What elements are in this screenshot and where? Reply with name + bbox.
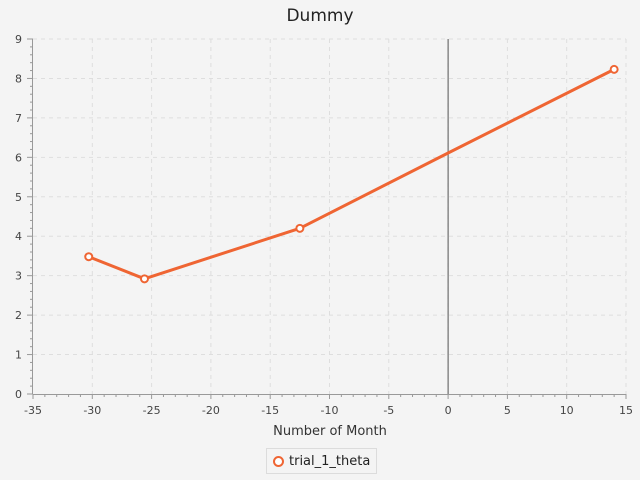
- legend-label: trial_1_theta: [289, 453, 371, 469]
- x-tick-label: -30: [83, 404, 101, 417]
- legend-marker-icon: [273, 455, 284, 467]
- series-line: [88, 68, 615, 281]
- data-point: [295, 223, 305, 233]
- y-tick-label: 6: [15, 151, 22, 164]
- x-tick-label: -35: [24, 404, 42, 417]
- chart-title: Dummy: [286, 6, 354, 26]
- series-layer: [84, 64, 619, 284]
- x-tick-label: -25: [143, 404, 161, 417]
- x-tick-label: 5: [504, 404, 511, 417]
- grid: [33, 38, 627, 394]
- x-tick-label: 10: [560, 404, 574, 417]
- data-point: [84, 252, 94, 262]
- y-tick-label: 8: [15, 72, 22, 85]
- y-tick-label: 5: [15, 191, 22, 204]
- x-tick-label: -20: [202, 404, 220, 417]
- axes: -35 -30 -25 -20 -15 -10 -5 0 5 10 15 0 1 2 3 4 5 6 7 8 9: [15, 33, 633, 417]
- x-tick-label: 0: [445, 404, 452, 417]
- x-tick-label: -5: [383, 404, 394, 417]
- data-point: [139, 274, 149, 284]
- y-tick-label: 9: [15, 33, 22, 46]
- legend[interactable]: trial_1_theta: [266, 448, 378, 474]
- y-tick-label: 1: [15, 349, 22, 362]
- x-tick-label: -15: [261, 404, 279, 417]
- x-axis-label: Number of Month: [273, 424, 387, 439]
- x-tick-label: 15: [619, 404, 633, 417]
- y-tick-label: 0: [15, 388, 22, 401]
- x-tick-label: -10: [321, 404, 339, 417]
- y-tick-label: 3: [15, 270, 22, 283]
- data-point: [609, 64, 619, 74]
- line-chart: -35 -30 -25 -20 -15 -10 -5 0 5 10 15 0 1 2 3 4 5 6 7 8 9 Num…: [15, 33, 633, 439]
- y-tick-label: 2: [15, 309, 22, 322]
- y-tick-label: 4: [15, 230, 22, 243]
- y-tick-label: 7: [15, 112, 22, 125]
